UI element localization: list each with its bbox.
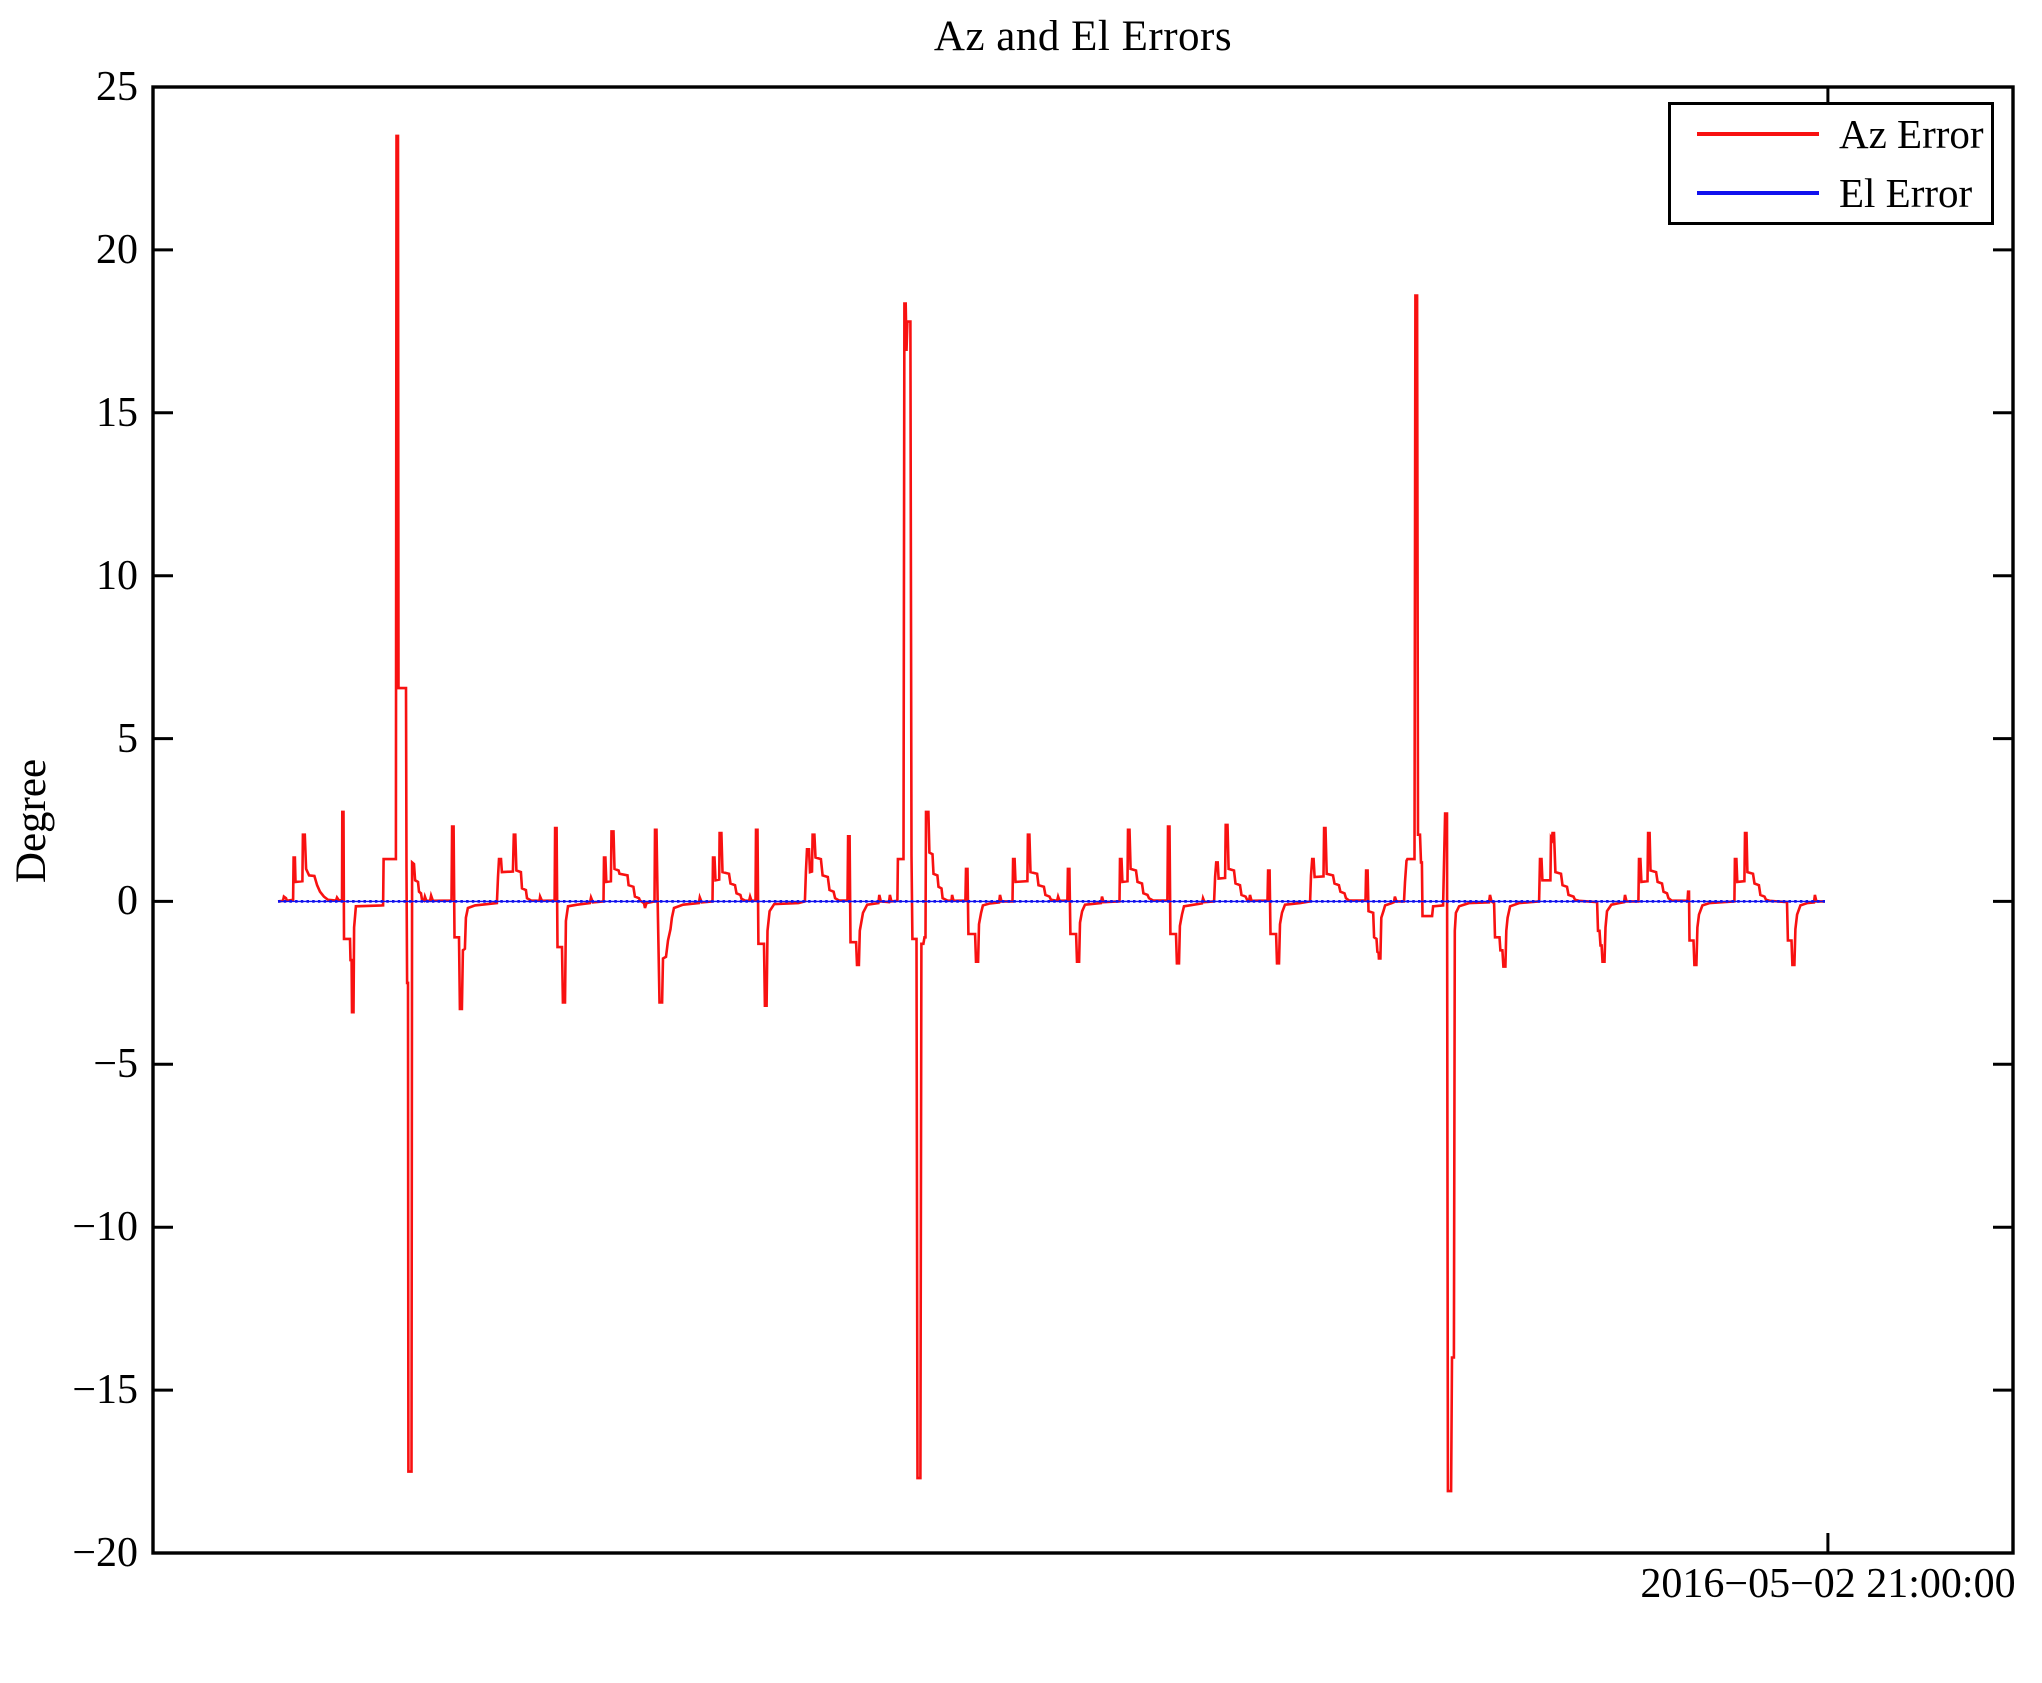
- az-error-line: [277, 134, 1825, 1493]
- az-error-line-swatch: [1697, 132, 1819, 137]
- chart-title: Az and El Errors: [933, 13, 1233, 60]
- y-tick-label: −20: [72, 1530, 138, 1576]
- y-tick-label: −10: [72, 1204, 138, 1251]
- y-tick-label: −15: [72, 1367, 138, 1414]
- y-tick-label: 10: [96, 552, 138, 599]
- y-tick-label: 20: [96, 226, 138, 273]
- legend-label-az: Az Error: [1839, 111, 1984, 158]
- legend: Az Error El Error: [1668, 102, 1994, 225]
- y-tick-label: 25: [96, 64, 138, 110]
- legend-entry-el: El Error: [1671, 164, 1991, 223]
- legend-entry-az: Az Error: [1671, 105, 1991, 164]
- legend-label-el: El Error: [1839, 169, 1973, 216]
- y-tick-label: 15: [96, 389, 138, 436]
- y-tick-label: −5: [93, 1041, 138, 1088]
- x-axis-tick-label: 2016−05−02 21:00:00: [1640, 1561, 2016, 1607]
- y-tick-label: 5: [117, 715, 138, 762]
- el-error-line-swatch: [1697, 190, 1819, 195]
- y-tick-label: 0: [117, 878, 138, 925]
- axes-border: [151, 85, 2015, 1555]
